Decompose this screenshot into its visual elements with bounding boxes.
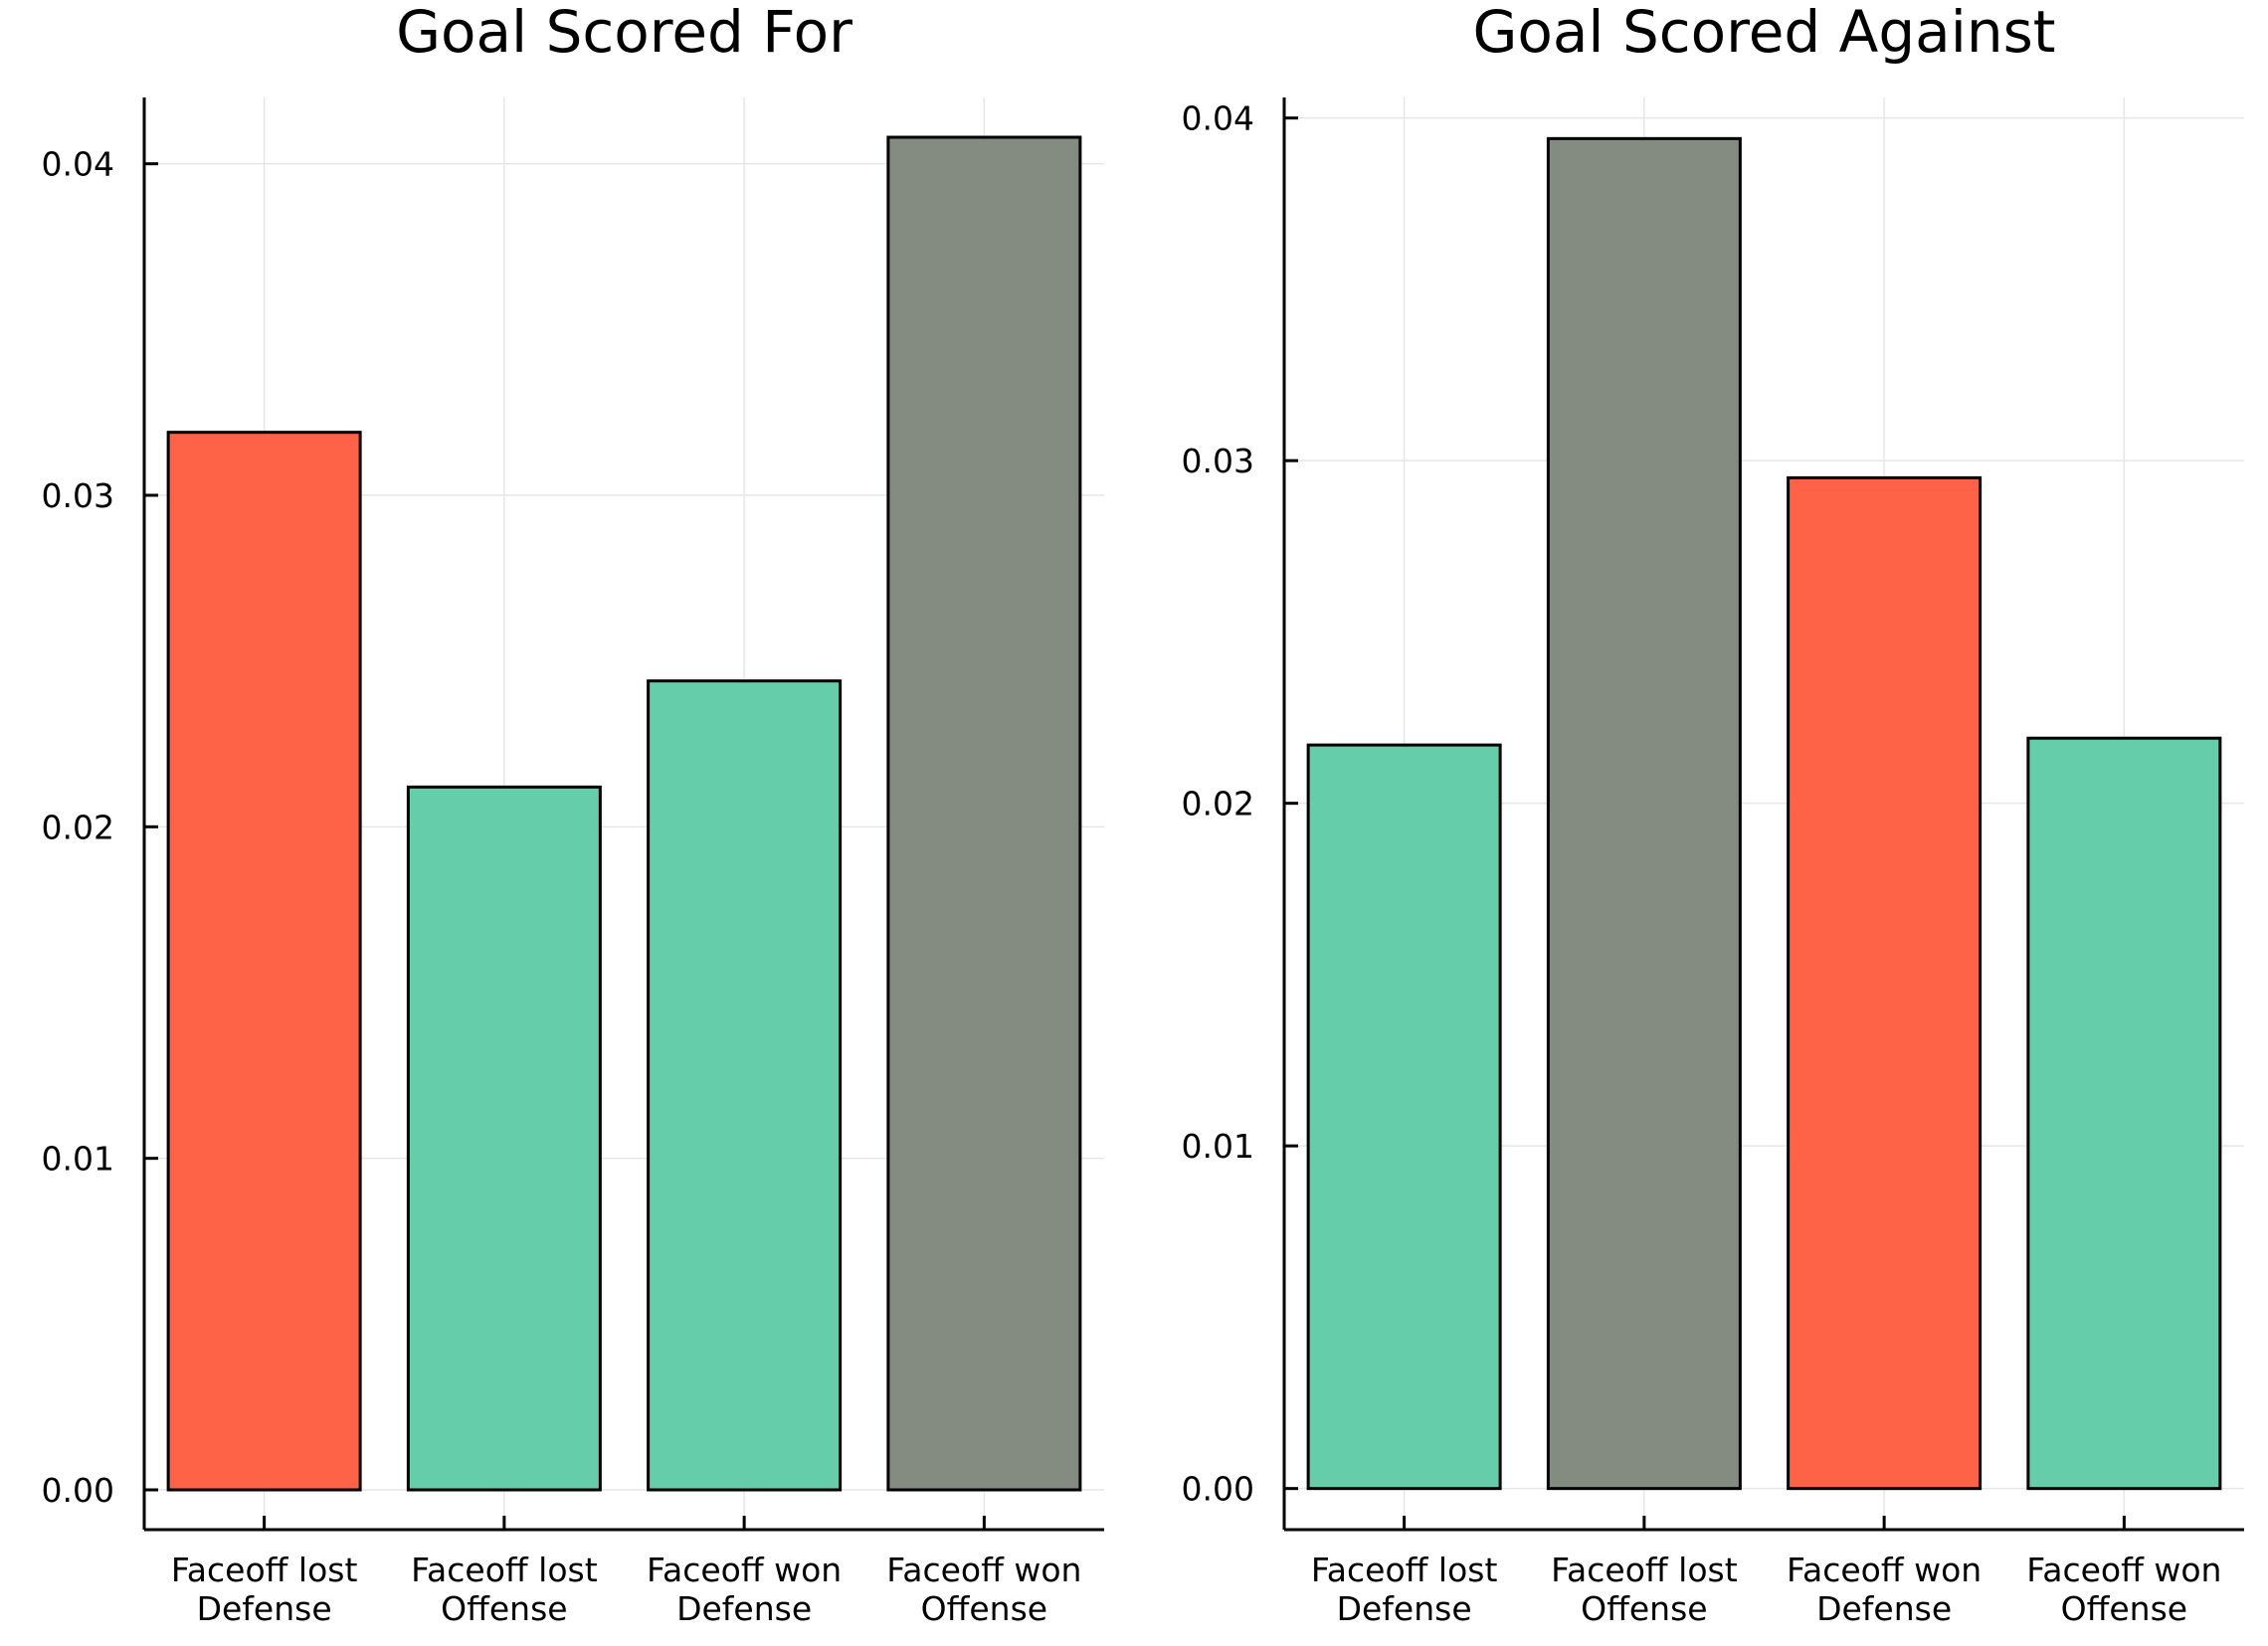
x-tick-label: Faceoff won: [1787, 1551, 1982, 1589]
y-tick-label: 0.04: [1182, 99, 1254, 138]
x-tick-label: Offense: [921, 1589, 1047, 1628]
bar-3: [647, 679, 843, 1492]
y-tick-label: 0.02: [1182, 785, 1254, 823]
x-tick-label: Faceoff lost: [411, 1551, 598, 1589]
y-tick-label: 0.01: [1182, 1127, 1254, 1166]
bar-1: [1306, 743, 1502, 1491]
y-tick-label: 0.01: [42, 1140, 114, 1179]
x-tick-label: Offense: [2061, 1589, 2187, 1628]
x-tick-label: Faceoff lost: [171, 1551, 358, 1589]
x-tick-label: Faceoff won: [886, 1551, 1081, 1589]
bar-2: [406, 785, 602, 1492]
bar-4: [2026, 736, 2222, 1491]
y-tick-label: 0.03: [42, 476, 114, 515]
x-tick-label: Faceoff won: [647, 1551, 842, 1589]
bar-1: [166, 431, 362, 1492]
x-tick-label: Defense: [197, 1589, 332, 1628]
x-tick-label: Faceoff won: [2026, 1551, 2221, 1589]
bar-3: [1787, 475, 1983, 1491]
x-tick-label: Offense: [1581, 1589, 1707, 1628]
bar-4: [886, 135, 1082, 1492]
y-tick-label: 0.00: [42, 1471, 114, 1510]
chart-title: Goal Scored Against: [1472, 0, 2055, 66]
y-tick-label: 0.04: [42, 145, 114, 184]
x-tick-label: Offense: [441, 1589, 567, 1628]
y-tick-label: 0.03: [1182, 442, 1254, 480]
y-tick-label: 0.02: [42, 808, 114, 846]
y-tick-label: 0.00: [1182, 1470, 1254, 1509]
x-tick-label: Faceoff lost: [1311, 1551, 1498, 1589]
chart-title: Goal Scored For: [396, 0, 852, 66]
x-tick-label: Defense: [676, 1589, 812, 1628]
x-tick-label: Defense: [1337, 1589, 1472, 1628]
bar-2: [1546, 136, 1742, 1491]
x-tick-label: Defense: [1816, 1589, 1952, 1628]
x-tick-label: Faceoff lost: [1551, 1551, 1738, 1589]
